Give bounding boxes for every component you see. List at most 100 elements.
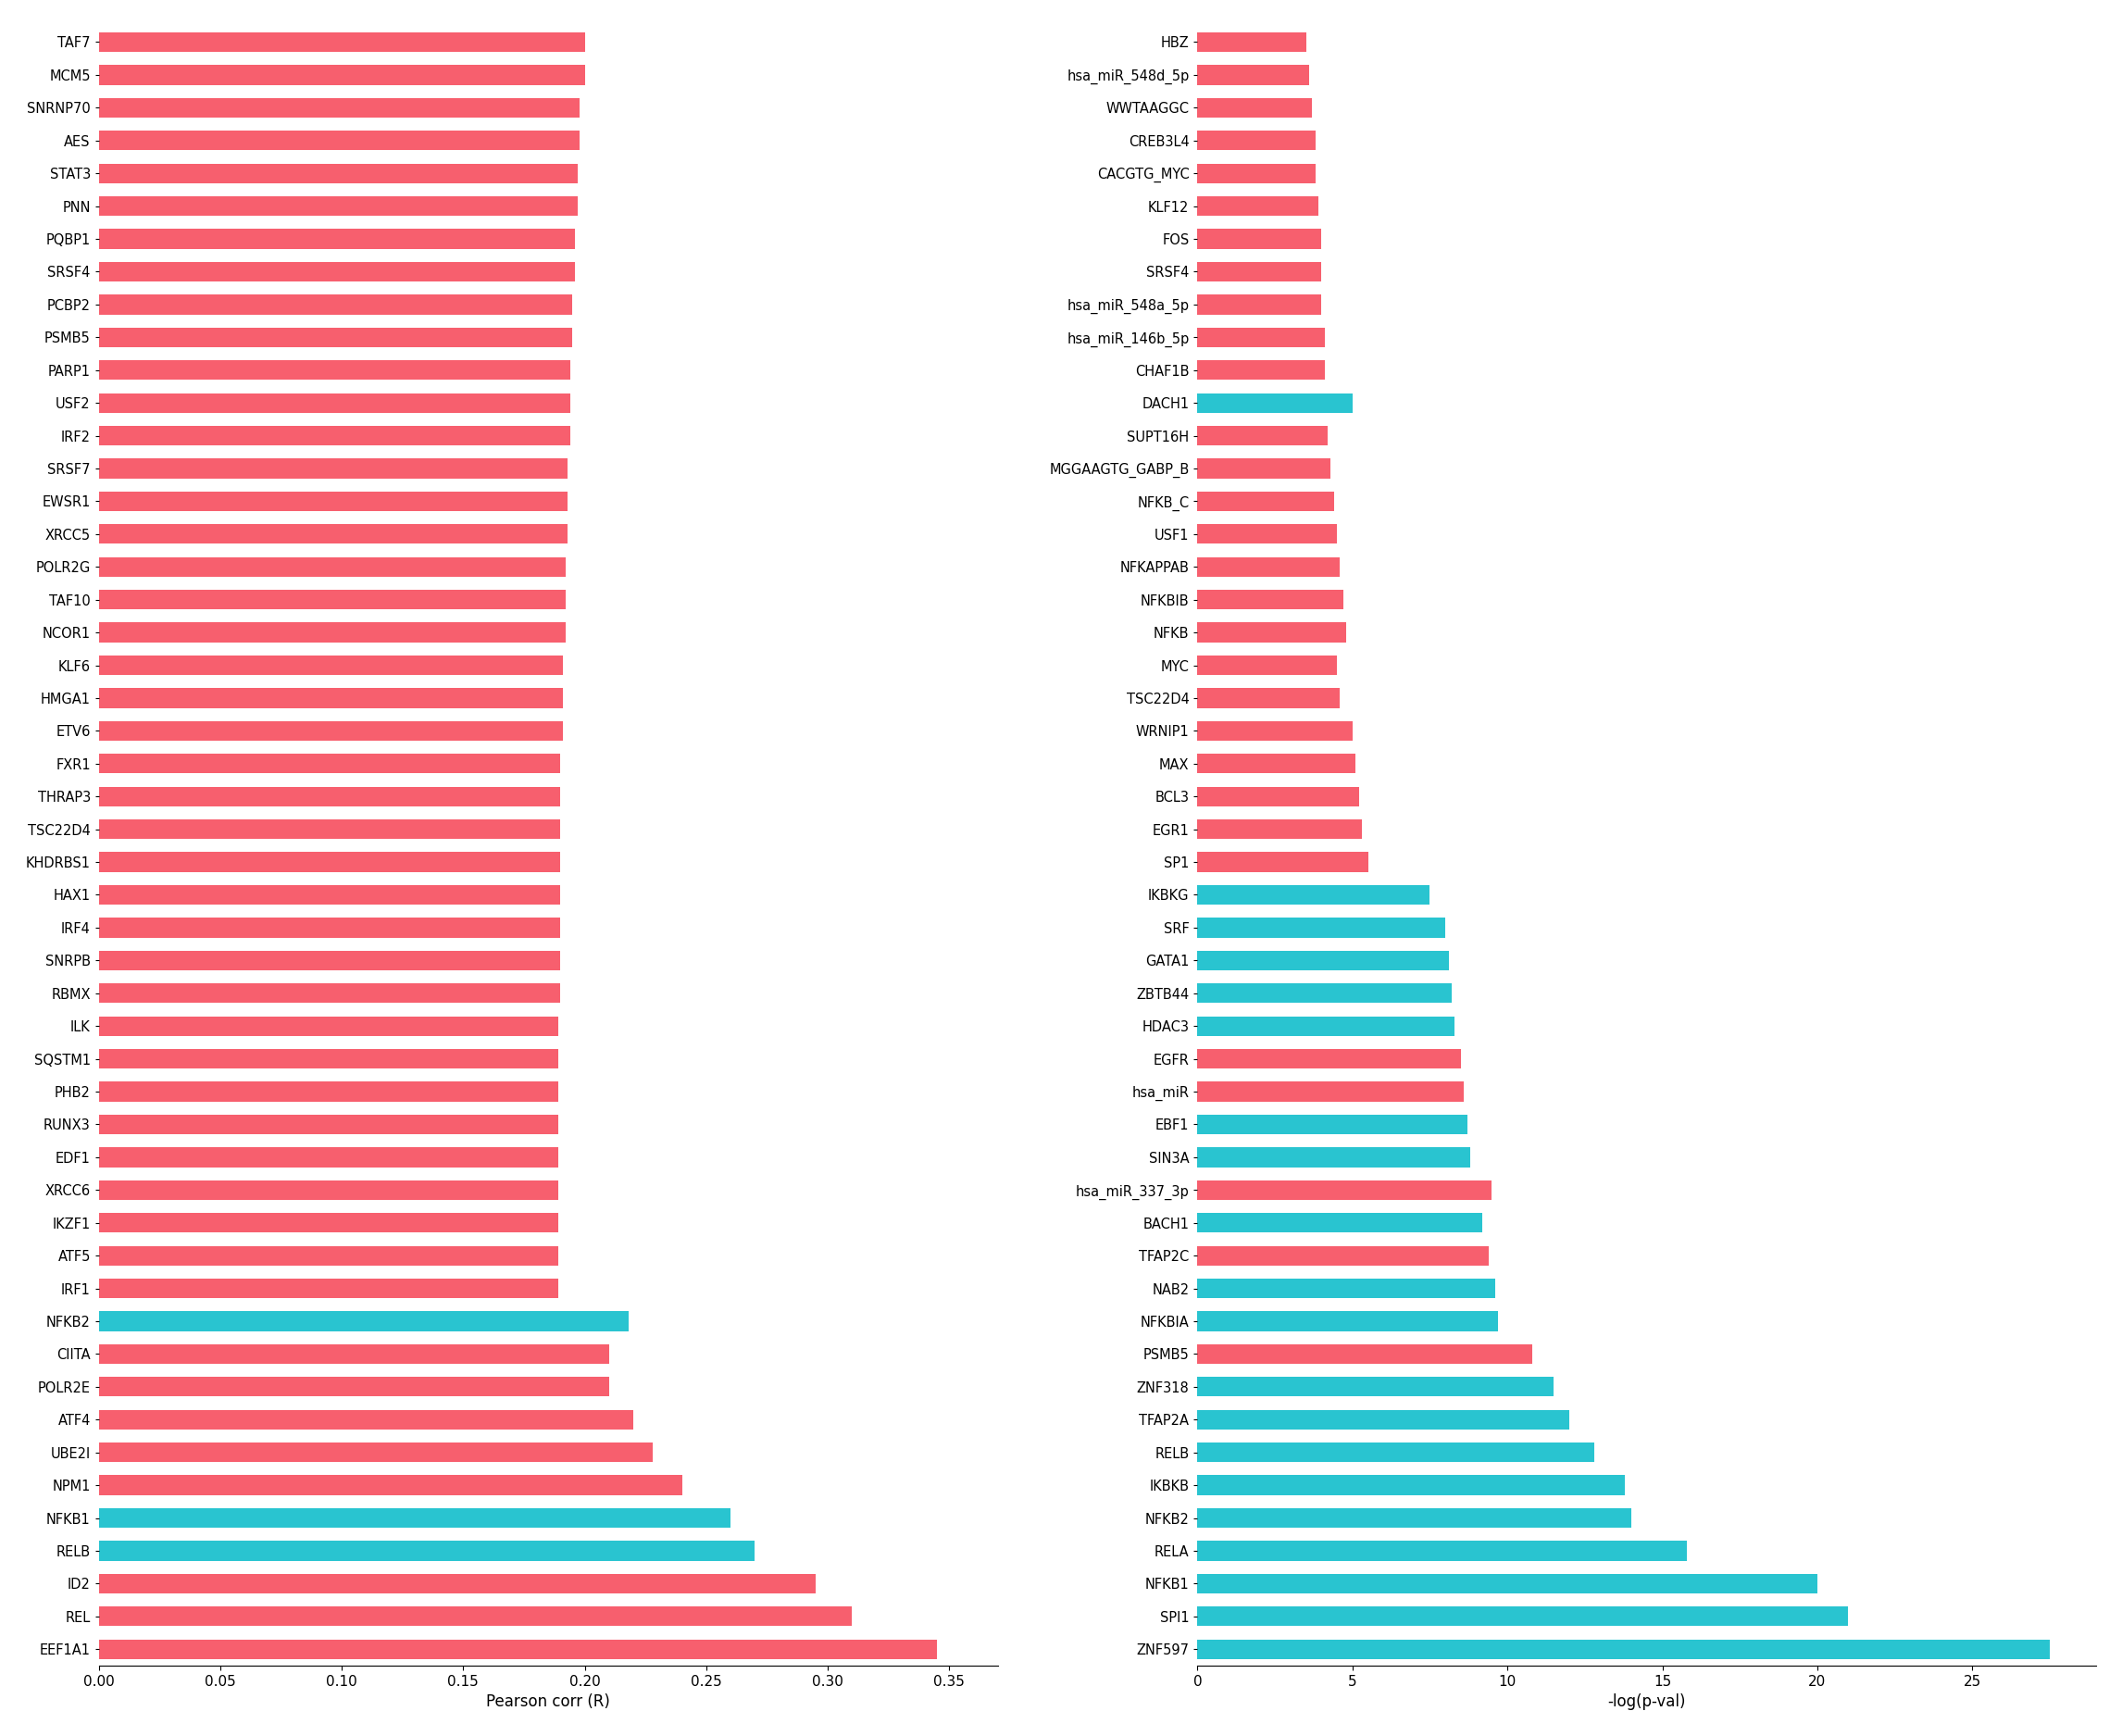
Bar [1197, 656, 1337, 675]
Bar [100, 852, 560, 871]
Bar [1197, 1410, 1570, 1429]
Bar [100, 262, 575, 281]
Bar [1197, 623, 1345, 642]
Bar [1197, 951, 1449, 970]
Bar [100, 1016, 558, 1036]
Bar [100, 491, 569, 510]
Bar [1197, 196, 1318, 215]
Bar [100, 1476, 681, 1495]
Bar [100, 1246, 558, 1266]
Bar [100, 918, 560, 937]
Bar [1197, 557, 1341, 576]
Bar [1197, 1344, 1532, 1364]
Bar [1197, 1311, 1498, 1332]
Bar [1197, 1246, 1490, 1266]
Bar [100, 295, 573, 314]
Bar [1197, 33, 1305, 52]
Bar [1197, 425, 1328, 446]
Bar [100, 361, 571, 380]
Bar [100, 229, 575, 248]
Bar [1197, 1542, 1687, 1561]
Bar [1197, 983, 1451, 1003]
Bar [100, 1443, 654, 1462]
Bar [1197, 852, 1369, 871]
Bar [1197, 97, 1311, 118]
Bar [1197, 524, 1337, 543]
Bar [100, 1213, 558, 1233]
Bar [100, 687, 562, 708]
Bar [1197, 328, 1324, 347]
Bar [1197, 64, 1309, 85]
Bar [100, 97, 579, 118]
Bar [100, 163, 577, 182]
Bar [1197, 590, 1343, 609]
Bar [100, 590, 564, 609]
Bar [1197, 262, 1322, 281]
Bar [100, 1279, 558, 1299]
Bar [1197, 361, 1324, 380]
Bar [1197, 1180, 1492, 1200]
Bar [1197, 1016, 1456, 1036]
Bar [100, 392, 571, 413]
Bar [1197, 163, 1316, 182]
Bar [1197, 720, 1352, 741]
Bar [100, 524, 569, 543]
Bar [100, 1410, 632, 1429]
Bar [100, 64, 586, 85]
Bar [1197, 1279, 1496, 1299]
Bar [1197, 1639, 2050, 1660]
Bar [1197, 491, 1335, 510]
Bar [100, 130, 579, 151]
X-axis label: Pearson corr (R): Pearson corr (R) [486, 1694, 611, 1710]
Bar [1197, 1082, 1464, 1101]
Bar [100, 425, 571, 446]
Bar [100, 819, 560, 838]
Bar [100, 328, 573, 347]
Bar [1197, 295, 1322, 314]
Bar [100, 753, 560, 774]
Bar [1197, 786, 1358, 806]
Bar [100, 786, 560, 806]
Bar [100, 1147, 558, 1167]
Bar [1197, 458, 1330, 479]
Bar [100, 1575, 815, 1594]
Bar [1197, 229, 1322, 248]
Bar [1197, 1115, 1466, 1134]
Bar [100, 557, 564, 576]
Bar [1197, 1606, 1848, 1627]
Bar [1197, 687, 1341, 708]
Bar [1197, 1476, 1625, 1495]
Bar [100, 196, 577, 215]
Bar [100, 33, 586, 52]
Bar [1197, 1049, 1460, 1069]
Bar [100, 458, 569, 479]
Bar [100, 983, 560, 1003]
Bar [1197, 1509, 1632, 1528]
Bar [1197, 1147, 1471, 1167]
Bar [100, 656, 562, 675]
Bar [1197, 885, 1430, 904]
Bar [100, 1180, 558, 1200]
Bar [100, 1311, 628, 1332]
Bar [1197, 1443, 1594, 1462]
Bar [100, 1509, 730, 1528]
Bar [1197, 1575, 1816, 1594]
X-axis label: -log(p-val): -log(p-val) [1608, 1694, 1687, 1710]
Bar [100, 1344, 609, 1364]
Bar [1197, 819, 1362, 838]
Bar [1197, 753, 1356, 774]
Bar [1197, 1377, 1553, 1397]
Bar [100, 1606, 851, 1627]
Bar [100, 1049, 558, 1069]
Bar [100, 885, 560, 904]
Bar [100, 1082, 558, 1101]
Bar [100, 1542, 755, 1561]
Bar [100, 1377, 609, 1397]
Bar [1197, 1213, 1483, 1233]
Bar [100, 1115, 558, 1134]
Bar [100, 951, 560, 970]
Bar [1197, 392, 1352, 413]
Bar [100, 720, 562, 741]
Bar [1197, 918, 1445, 937]
Bar [100, 623, 564, 642]
